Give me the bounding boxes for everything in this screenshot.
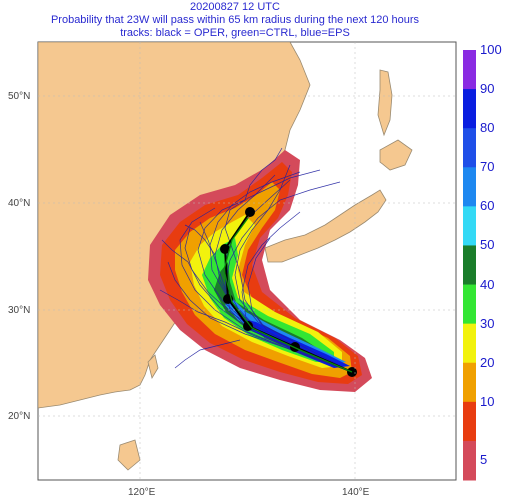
title-description: Probability that 23W will pass within 65…	[50, 14, 420, 26]
colorbar-tick-label: 30	[480, 315, 495, 331]
colorbar	[463, 50, 476, 481]
colorbar-tick-label: 5	[480, 452, 488, 468]
colorbar-swatch	[463, 206, 476, 246]
colorbar-swatch	[463, 284, 476, 325]
colorbar-swatch	[463, 167, 476, 207]
colorbar-swatch	[463, 245, 476, 286]
colorbar-tick-label: 90	[480, 81, 495, 97]
colorbar-swatch	[463, 401, 476, 442]
oper-track-point	[220, 244, 230, 254]
title-track-legend: tracks: black = OPER, green=CTRL, blue=E…	[120, 27, 350, 39]
colorbar-tick-label: 80	[480, 120, 495, 136]
colorbar-swatch	[463, 362, 476, 403]
colorbar-tick-label: 40	[480, 276, 495, 292]
colorbar-swatch	[463, 128, 476, 168]
prob-70	[225, 298, 346, 364]
lat-label-50: 50°N	[8, 91, 30, 102]
colorbar-tick-label: 70	[480, 159, 495, 175]
colorbar-swatch	[463, 323, 476, 364]
colorbar-swatch	[463, 89, 476, 129]
oper-track	[220, 207, 357, 377]
prob-40	[202, 238, 334, 362]
colorbar-swatch	[463, 50, 476, 90]
oper-track-point	[245, 207, 255, 217]
taiwan-land	[147, 354, 159, 380]
lat-label-40: 40°N	[8, 198, 30, 209]
lat-label-20: 20°N	[8, 411, 30, 422]
colorbar-tick-label: 10	[480, 393, 495, 409]
colorbar-tick-label: 100	[480, 42, 502, 57]
colorbar-tick-label: 60	[480, 198, 495, 214]
japan-land	[264, 189, 387, 263]
colorbar-tick-label: 50	[480, 237, 495, 253]
gridlines	[38, 42, 456, 480]
oper-track-point	[243, 321, 253, 331]
title-date: 20200827 12 UTC	[190, 1, 280, 13]
lat-label-30: 30°N	[8, 305, 30, 316]
ctrl-track	[223, 217, 353, 373]
lon-label-140: 140°E	[342, 487, 370, 498]
hokkaido-land	[379, 139, 413, 171]
colorbar-tick-label: 20	[480, 354, 495, 370]
luzon-land	[117, 439, 141, 471]
sakhalin-land	[377, 69, 393, 137]
lon-label-120: 120°E	[128, 487, 156, 498]
colorbar-swatch	[463, 440, 476, 481]
